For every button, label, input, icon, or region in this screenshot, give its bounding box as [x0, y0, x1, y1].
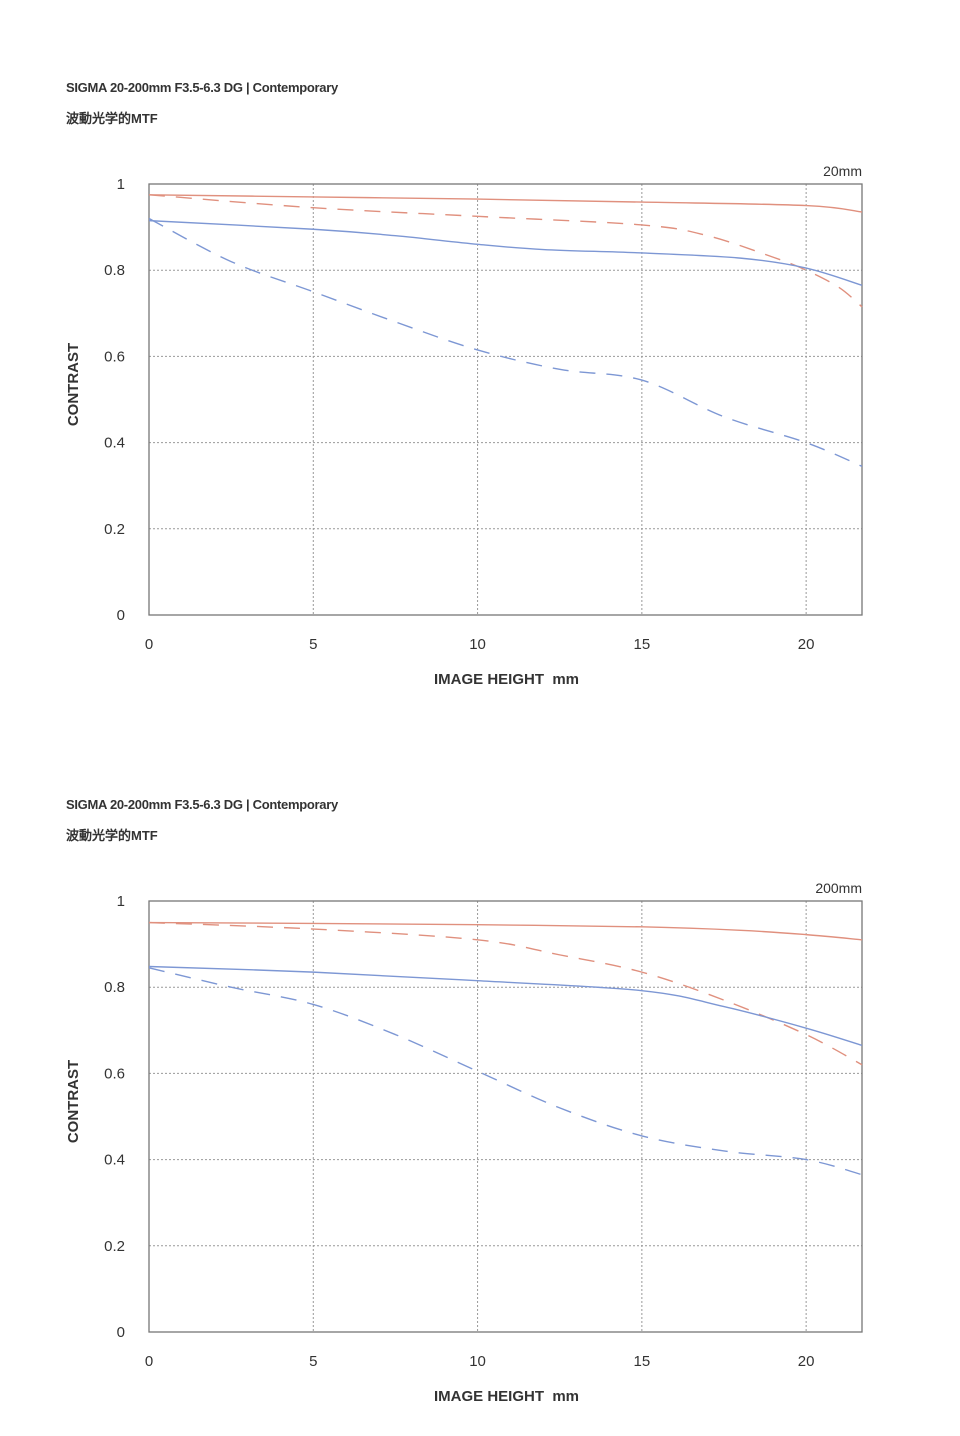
x-tick-label: 0 — [145, 636, 153, 653]
x-tick-label: 20 — [798, 636, 815, 653]
series-line-blue-solid — [148, 219, 863, 286]
x-axis-label: IMAGE HEIGHT mm — [434, 671, 579, 688]
series-line-blue-dashed — [148, 217, 863, 467]
y-tick-label: 0.8 — [104, 979, 125, 996]
mtf-chart-20mm: 0 5 10 15 20 0 0.2 0.4 0.6 0.8 1 IMAGE HEIGHT mm CON… — [65, 163, 863, 688]
mtf-panel-200mm: SIGMA 20-200mm F3.5-6.3 DG | Contemporar… — [0, 717, 960, 1434]
y-tick-label: 0.2 — [104, 1238, 125, 1255]
y-axis-label: CONTRAST — [65, 1060, 82, 1143]
focal-length-label: 200mm — [815, 880, 862, 896]
x-tick-label: 0 — [145, 1353, 153, 1370]
series-line-red-solid — [148, 921, 863, 941]
y-tick-label: 1 — [117, 893, 125, 910]
plot-frame — [148, 900, 863, 1333]
chart-subtitle: 波動光学的MTF — [66, 111, 158, 126]
series-line-red-dashed — [148, 921, 863, 1066]
x-tick-label: 5 — [309, 636, 317, 653]
x-tick-label: 10 — [469, 636, 486, 653]
chart-title: SIGMA 20-200mm F3.5-6.3 DG | Contemporar… — [66, 797, 338, 812]
y-tick-label: 0.6 — [104, 1065, 125, 1082]
focal-length-label: 20mm — [823, 163, 862, 179]
y-axis-label: CONTRAST — [65, 343, 82, 426]
chart-title: SIGMA 20-200mm F3.5-6.3 DG | Contemporar… — [66, 80, 338, 95]
y-tick-label: 0.8 — [104, 262, 125, 279]
series-line-blue-dashed — [148, 967, 863, 1176]
series-line-red-solid — [148, 194, 863, 213]
plot-frame — [148, 183, 863, 616]
series-line-red-dashed — [148, 194, 863, 308]
mtf-chart-200mm: 0 5 10 15 20 0 0.2 0.4 0.6 0.8 1 IMAGE HEIGHT mm CON… — [65, 880, 863, 1405]
chart-subtitle: 波動光学的MTF — [66, 828, 158, 843]
y-tick-label: 0 — [117, 1324, 125, 1341]
x-tick-label: 5 — [309, 1353, 317, 1370]
mtf-panel-20mm: SIGMA 20-200mm F3.5-6.3 DG | Contemporar… — [0, 0, 960, 717]
y-tick-label: 0.4 — [104, 435, 125, 452]
x-tick-label: 15 — [634, 1353, 651, 1370]
y-tick-label: 1 — [117, 176, 125, 193]
y-tick-label: 0.4 — [104, 1152, 125, 1169]
y-tick-label: 0.6 — [104, 348, 125, 365]
y-tick-label: 0 — [117, 607, 125, 624]
x-tick-label: 10 — [469, 1353, 486, 1370]
x-tick-label: 20 — [798, 1353, 815, 1370]
x-axis-label: IMAGE HEIGHT mm — [434, 1388, 579, 1405]
series-line-blue-solid — [148, 965, 863, 1047]
y-tick-label: 0.2 — [104, 521, 125, 538]
x-tick-label: 15 — [634, 636, 651, 653]
